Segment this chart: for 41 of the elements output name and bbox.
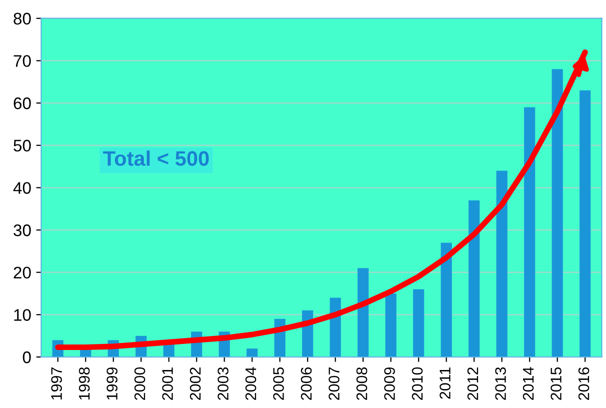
x-tick-label: 1997 [51,367,62,400]
x-tick-label: 2001 [162,367,173,400]
y-tick-label: 40 [13,182,31,194]
y-tick-label: 30 [14,224,31,236]
x-tick-label: 2012 [467,367,478,400]
bar [246,348,258,357]
x-tick-label: 1999 [106,367,118,400]
x-tick-label: 2006 [300,367,312,400]
y-tick-label: 70 [14,55,31,67]
bar [385,294,396,357]
x-tick-label: 2010 [412,367,423,400]
x-tick-label: 2004 [245,367,256,400]
x-tick-label: 2016 [578,367,590,400]
y-tick-label: 80 [14,12,31,25]
x-tick-label: 2007 [328,367,340,400]
bar [358,268,369,357]
x-tick-label: 2002 [190,367,201,400]
bar [496,170,508,357]
x-tick-label: 2000 [134,367,146,400]
x-tick-label: 2011 [440,367,450,399]
x-tick-label: 2013 [495,367,506,400]
y-tick-label: 20 [14,266,31,279]
y-tick-label: 60 [14,97,31,110]
bar [552,69,563,357]
x-tick-label: 2008 [356,367,368,400]
bar [580,90,591,357]
bar [468,200,480,357]
y-tick-label: 50 [14,140,31,152]
y-tick-label: 0 [22,351,31,364]
bar [163,344,174,357]
bar [524,107,536,357]
x-tick-label: 2003 [218,367,228,400]
x-tick-label: 2015 [550,367,562,400]
x-tick-label: 1998 [78,367,90,400]
y-tick-label: 10 [14,309,31,321]
x-tick-label: 2014 [522,367,534,400]
annotation: Total < 500 [103,150,209,166]
x-tick-label: 2005 [273,367,284,400]
x-tick-label: 2009 [384,367,395,400]
bar [440,242,452,357]
bar [413,289,424,357]
